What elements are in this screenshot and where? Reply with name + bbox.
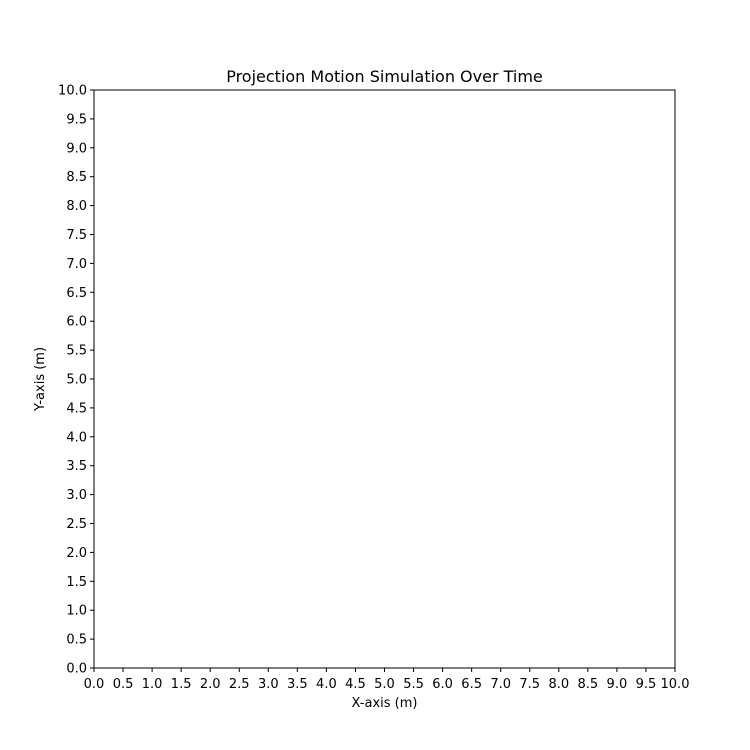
y-axis: 0.0 0.5 1.0 1.5 2.0 2.5 3.0 3.5 4.0 4.5 5.0 5.5 6.0 6… — [58, 84, 94, 677]
plot-area — [93, 89, 676, 669]
y-tick-label: 4.5 — [66, 401, 87, 416]
y-tick-label: 5.0 — [66, 373, 87, 388]
x-tick-label: 0.0 — [84, 677, 105, 692]
y-tick-label: 9.5 — [66, 112, 87, 127]
y-tick-label: 10.0 — [58, 84, 87, 99]
x-tick-label: 4.0 — [316, 677, 337, 692]
x-tick-label: 1.0 — [142, 677, 163, 692]
y-tick-label: 2.0 — [66, 546, 87, 561]
x-tick-label: 6.0 — [432, 677, 453, 692]
y-tick-label: 3.0 — [66, 488, 87, 503]
y-tick-label: 7.0 — [66, 257, 87, 272]
x-tick-label: 8.0 — [548, 677, 569, 692]
y-tick-label: 1.0 — [66, 604, 87, 619]
y-tick-label: 3.5 — [66, 459, 87, 474]
x-tick-label: 9.0 — [607, 677, 628, 692]
y-tick-label: 2.5 — [66, 517, 87, 532]
x-tick-label: 10.0 — [661, 677, 690, 692]
y-tick-label: 0.0 — [66, 662, 87, 677]
y-tick-label: 8.0 — [66, 199, 87, 214]
y-tick-label: 6.5 — [66, 286, 87, 301]
x-tick-label: 2.0 — [200, 677, 221, 692]
y-tick-label: 6.0 — [66, 315, 87, 330]
y-tick-label: 4.0 — [66, 430, 87, 445]
y-tick-label: 9.0 — [66, 141, 87, 156]
y-tick-label: 8.5 — [66, 170, 87, 185]
x-tick-label: 9.5 — [636, 677, 657, 692]
x-tick-label: 0.5 — [113, 677, 134, 692]
x-tick-label: 2.5 — [229, 677, 250, 692]
x-tick-label: 7.5 — [519, 677, 540, 692]
y-axis-label: Y-axis (m) — [33, 347, 48, 412]
x-tick-label: 1.5 — [171, 677, 192, 692]
y-tick-label: 1.5 — [66, 575, 87, 590]
x-axis: 0.0 0.5 1.0 1.5 2.0 2.5 3.0 3.5 4.0 4.5 5.0 5.5 6.0 6… — [84, 668, 690, 692]
y-tick-label: 5.5 — [66, 344, 87, 359]
x-tick-label: 3.0 — [258, 677, 279, 692]
x-tick-label: 5.5 — [403, 677, 424, 692]
x-tick-label: 8.5 — [578, 677, 599, 692]
x-tick-label: 7.0 — [490, 677, 511, 692]
y-tick-label: 0.5 — [66, 633, 87, 648]
x-tick-label: 4.5 — [345, 677, 366, 692]
x-tick-label: 5.0 — [374, 677, 395, 692]
x-tick-label: 6.5 — [461, 677, 482, 692]
x-axis-label: X-axis (m) — [352, 696, 418, 711]
y-tick-label: 7.5 — [66, 228, 87, 243]
chart-title: Projection Motion Simulation Over Time — [226, 67, 543, 86]
x-tick-label: 3.5 — [287, 677, 308, 692]
